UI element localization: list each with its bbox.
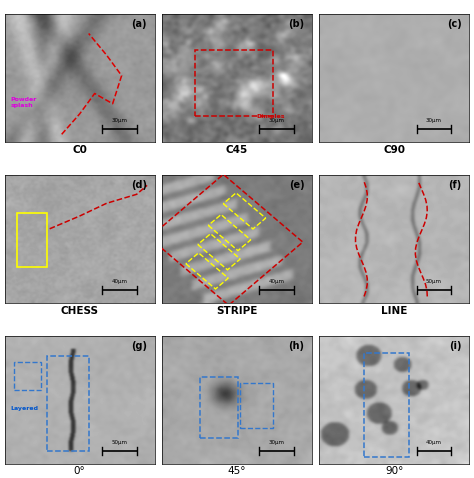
Bar [198, 234, 240, 270]
X-axis label: C90: C90 [383, 145, 405, 155]
Bar [200, 377, 238, 438]
X-axis label: 90°: 90° [385, 467, 403, 477]
Text: 40μm: 40μm [426, 439, 442, 445]
Text: Layered: Layered [11, 406, 39, 411]
Text: (h): (h) [289, 341, 304, 351]
X-axis label: C0: C0 [72, 145, 87, 155]
Text: (a): (a) [132, 20, 147, 30]
Text: (d): (d) [131, 180, 147, 190]
Text: 40μm: 40μm [269, 279, 285, 283]
Bar [14, 361, 41, 390]
Text: 40μm: 40μm [111, 279, 128, 283]
Bar [149, 174, 303, 305]
Bar [186, 253, 228, 289]
Text: 50μm: 50μm [111, 439, 128, 445]
X-axis label: 0°: 0° [74, 467, 85, 477]
X-axis label: CHESS: CHESS [61, 305, 99, 315]
Text: 30μm: 30μm [111, 118, 128, 123]
Bar [195, 50, 273, 117]
Text: 30μm: 30μm [426, 118, 442, 123]
Bar [240, 383, 273, 428]
X-axis label: STRIPE: STRIPE [216, 305, 258, 315]
X-axis label: C45: C45 [226, 145, 248, 155]
Text: (g): (g) [131, 341, 147, 351]
Bar [17, 214, 47, 267]
Text: (i): (i) [449, 341, 462, 351]
Bar [223, 193, 266, 229]
Text: Dimples: Dimples [256, 114, 285, 119]
X-axis label: LINE: LINE [381, 305, 408, 315]
Text: 30μm: 30μm [269, 118, 285, 123]
Text: (c): (c) [447, 20, 462, 30]
Text: (b): (b) [288, 20, 304, 30]
X-axis label: 45°: 45° [228, 467, 246, 477]
Bar [208, 215, 251, 250]
Text: 50μm: 50μm [426, 279, 442, 283]
Bar [47, 357, 89, 451]
Text: (e): (e) [289, 180, 304, 190]
Text: 30μm: 30μm [269, 439, 285, 445]
Bar [365, 353, 410, 457]
Text: Powder
splash: Powder splash [11, 98, 37, 108]
Text: (f): (f) [448, 180, 462, 190]
